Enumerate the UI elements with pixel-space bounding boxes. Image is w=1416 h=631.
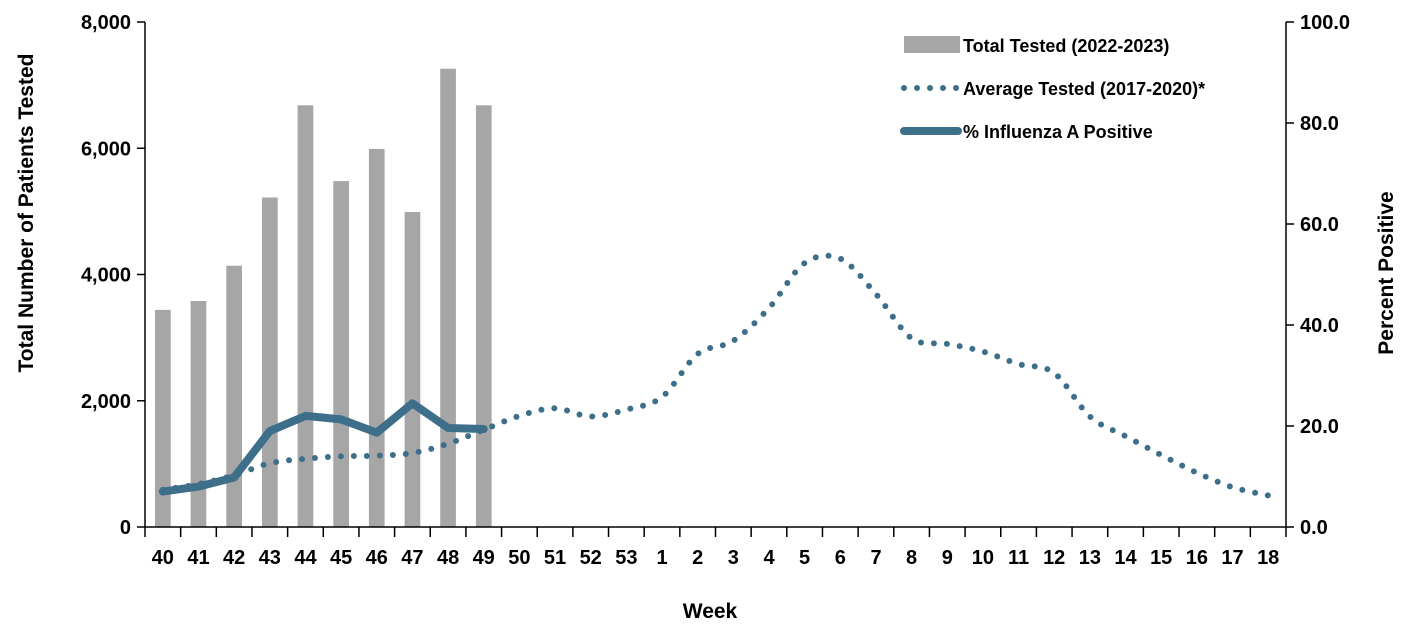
x-tick-label: 2 bbox=[692, 547, 703, 569]
x-tick-label: 10 bbox=[972, 547, 994, 569]
bar-week-49 bbox=[475, 105, 492, 528]
right-tick-label: 80.0 bbox=[1300, 113, 1339, 135]
x-tick-label: 41 bbox=[187, 547, 209, 569]
bar-week-48 bbox=[440, 68, 456, 527]
right-tick-label: 0.0 bbox=[1300, 517, 1328, 539]
x-tick-label: 45 bbox=[330, 547, 352, 569]
left-tick-label: 0 bbox=[120, 517, 131, 539]
right-tick-label: 100.0 bbox=[1300, 12, 1350, 34]
x-tick-label: 47 bbox=[401, 547, 423, 569]
x-tick-label: 9 bbox=[942, 547, 953, 569]
x-tick-label: 15 bbox=[1150, 547, 1172, 569]
x-tick-label: 43 bbox=[259, 547, 281, 569]
x-tick-label: 12 bbox=[1043, 547, 1065, 569]
bar-week-45 bbox=[333, 181, 349, 527]
bar-week-44 bbox=[297, 105, 314, 528]
x-tick-label: 3 bbox=[728, 547, 739, 569]
x-tick-label: 5 bbox=[799, 547, 810, 569]
legend-label-influenza-a-positive: % Influenza A Positive bbox=[963, 122, 1153, 142]
plot-area bbox=[155, 68, 1272, 528]
legend-label-total-tested: Total Tested (2022-2023) bbox=[963, 36, 1169, 56]
x-tick-label: 49 bbox=[473, 547, 495, 569]
x-tick-label: 51 bbox=[544, 547, 566, 569]
left-tick-label: 6,000 bbox=[81, 138, 131, 160]
right-tick-label: 60.0 bbox=[1300, 214, 1339, 236]
left-tick-label: 2,000 bbox=[81, 391, 131, 413]
right-axis: 0.0 20.0 40.0 60.0 80.0 100.0 bbox=[1285, 12, 1350, 539]
left-tick-label: 4,000 bbox=[81, 265, 131, 287]
left-axis: 0 2,000 4,000 6,000 8,000 bbox=[81, 12, 146, 539]
legend: Total Tested (2022-2023) Average Tested … bbox=[900, 36, 1205, 142]
bar-week-43 bbox=[262, 197, 278, 527]
x-tick-label: 46 bbox=[366, 547, 388, 569]
x-tick-label: 14 bbox=[1114, 547, 1137, 569]
x-tick-label: 48 bbox=[437, 547, 459, 569]
y-left-title: Total Number of Patients Tested bbox=[15, 54, 38, 373]
x-tick-label: 4 bbox=[763, 547, 775, 569]
x-tick-label: 44 bbox=[294, 547, 317, 569]
x-tick-label: 18 bbox=[1257, 547, 1279, 569]
bar-week-46 bbox=[368, 148, 385, 527]
x-tick-label: 50 bbox=[508, 547, 530, 569]
left-tick-label: 8,000 bbox=[81, 12, 131, 34]
bar-week-40 bbox=[155, 309, 171, 527]
bar-week-47 bbox=[404, 212, 421, 527]
x-tick-label: 53 bbox=[615, 547, 637, 569]
line-average-tested bbox=[159, 252, 1272, 499]
x-tick-label: 6 bbox=[835, 547, 846, 569]
x-title: Week bbox=[683, 600, 738, 623]
x-tick-label: 1 bbox=[656, 547, 667, 569]
x-tick-label: 17 bbox=[1221, 547, 1243, 569]
y-right-title: Percent Positive bbox=[1375, 191, 1398, 354]
line-influenza-a-positive bbox=[158, 399, 488, 496]
x-tick-label: 52 bbox=[580, 547, 602, 569]
legend-label-average-tested: Average Tested (2017-2020)* bbox=[963, 79, 1205, 99]
x-tick-label: 13 bbox=[1079, 547, 1101, 569]
legend-swatch-total-tested bbox=[904, 36, 960, 53]
bar-week-42 bbox=[226, 265, 242, 527]
right-tick-label: 40.0 bbox=[1300, 315, 1339, 337]
x-tick-label: 42 bbox=[223, 547, 245, 569]
x-tick-label: 11 bbox=[1008, 547, 1029, 569]
x-tick-label: 8 bbox=[906, 547, 917, 569]
bar-week-41 bbox=[190, 301, 207, 527]
x-axis: 40 41 42 43 44 45 46 47 48 49 50 51 52 53 1 2 3 4 5 6 7 8 9 10 1… bbox=[144, 526, 1287, 569]
right-tick-label: 20.0 bbox=[1300, 416, 1339, 438]
x-tick-label: 7 bbox=[870, 547, 881, 569]
x-tick-label: 16 bbox=[1186, 547, 1208, 569]
x-tick-label: 40 bbox=[152, 547, 174, 569]
